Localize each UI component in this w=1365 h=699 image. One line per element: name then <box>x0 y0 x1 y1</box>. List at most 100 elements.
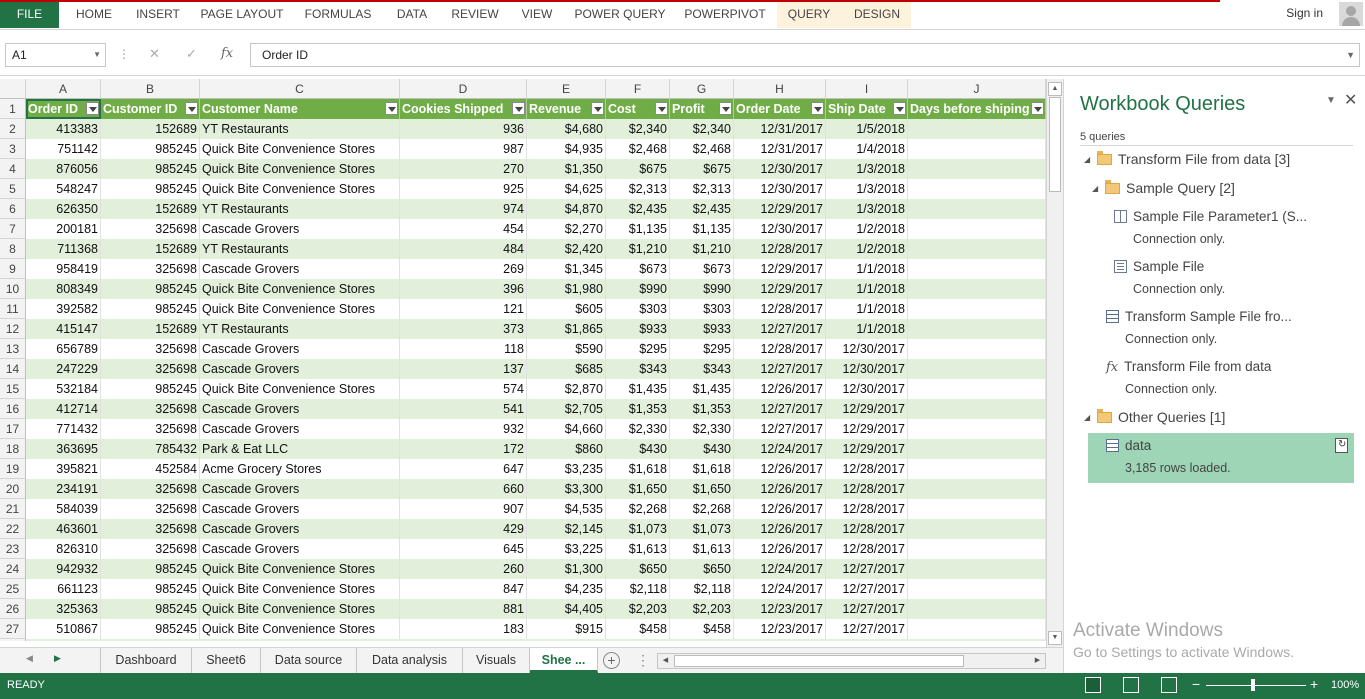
table-cell[interactable]: 12/29/2017 <box>826 419 908 439</box>
table-cell[interactable]: 985245 <box>101 599 200 619</box>
row-header[interactable]: 11 <box>0 299 26 319</box>
table-cell[interactable]: $1,435 <box>606 379 670 399</box>
table-cell[interactable]: Cascade Grovers <box>200 519 400 539</box>
table-cell[interactable] <box>908 559 1046 579</box>
table-cell[interactable]: 974 <box>400 199 527 219</box>
table-header-cell[interactable]: Cookies Shipped <box>400 99 527 119</box>
table-cell[interactable]: $1,073 <box>670 519 734 539</box>
expand-formula-icon[interactable]: ▼ <box>1346 50 1355 60</box>
table-cell[interactable]: 12/26/2017 <box>734 539 826 559</box>
zoom-slider-thumb[interactable] <box>1251 679 1255 691</box>
row-header[interactable]: 26 <box>0 599 26 619</box>
zoom-out-icon[interactable]: − <box>1192 676 1201 692</box>
filter-dropdown-icon[interactable] <box>1031 102 1044 115</box>
table-cell[interactable]: $1,300 <box>527 559 606 579</box>
table-cell[interactable]: 771432 <box>26 419 101 439</box>
table-cell[interactable]: Cascade Grovers <box>200 399 400 419</box>
table-cell[interactable]: 325698 <box>101 479 200 499</box>
table-cell[interactable]: 121 <box>400 299 527 319</box>
table-cell[interactable]: $2,420 <box>527 239 606 259</box>
page-layout-view-icon[interactable] <box>1123 677 1139 693</box>
sheet-tab-visuals[interactable]: Visuals <box>463 648 530 673</box>
tab-page-layout[interactable]: PAGE LAYOUT <box>200 7 284 21</box>
table-cell[interactable]: Acme Grocery Stores <box>200 459 400 479</box>
table-cell[interactable]: $2,435 <box>606 199 670 219</box>
query-transform-sample-file[interactable]: Transform Sample File fro... <box>1106 309 1292 324</box>
table-cell[interactable]: 847 <box>400 579 527 599</box>
row-header[interactable]: 2 <box>0 119 26 139</box>
table-cell[interactable]: $295 <box>670 339 734 359</box>
table-cell[interactable]: $2,340 <box>670 119 734 139</box>
table-cell[interactable]: 876056 <box>26 159 101 179</box>
table-header-cell[interactable]: Order ID <box>26 99 101 119</box>
table-cell[interactable] <box>908 359 1046 379</box>
vertical-scrollbar[interactable]: ▲ ▼ <box>1046 79 1063 647</box>
table-cell[interactable]: 12/31/2017 <box>734 139 826 159</box>
table-header-cell[interactable]: Customer Name <box>200 99 400 119</box>
table-cell[interactable]: $458 <box>606 619 670 639</box>
tab-file[interactable]: FILE <box>0 2 59 28</box>
table-cell[interactable]: 985245 <box>101 159 200 179</box>
tab-query[interactable]: QUERY <box>787 7 831 21</box>
collapse-icon[interactable]: ◢ <box>1084 413 1091 422</box>
row-header[interactable]: 6 <box>0 199 26 219</box>
table-cell[interactable]: $2,330 <box>670 419 734 439</box>
table-cell[interactable]: 412714 <box>26 399 101 419</box>
row-header[interactable]: 4 <box>0 159 26 179</box>
table-cell[interactable]: 325698 <box>101 399 200 419</box>
table-cell[interactable]: $685 <box>527 359 606 379</box>
table-cell[interactable]: 985245 <box>101 139 200 159</box>
tab-power-query[interactable]: POWER QUERY <box>574 7 666 21</box>
table-cell[interactable]: 396 <box>400 279 527 299</box>
table-cell[interactable]: 907 <box>400 499 527 519</box>
tab-insert[interactable]: INSERT <box>136 7 180 21</box>
table-cell[interactable]: 12/27/2017 <box>734 359 826 379</box>
table-cell[interactable]: $1,865 <box>527 319 606 339</box>
table-cell[interactable]: 12/30/2017 <box>734 219 826 239</box>
zoom-in-icon[interactable]: + <box>1310 676 1319 692</box>
table-cell[interactable]: Quick Bite Convenience Stores <box>200 179 400 199</box>
sheet-tab-dashboard[interactable]: Dashboard <box>100 648 192 673</box>
table-cell[interactable]: 484 <box>400 239 527 259</box>
filter-dropdown-icon[interactable] <box>655 102 668 115</box>
table-cell[interactable]: $675 <box>670 159 734 179</box>
table-cell[interactable]: $1,350 <box>527 159 606 179</box>
row-header[interactable]: 9 <box>0 259 26 279</box>
table-cell[interactable]: $990 <box>606 279 670 299</box>
filter-dropdown-icon[interactable] <box>591 102 604 115</box>
table-cell[interactable]: 392582 <box>26 299 101 319</box>
column-header[interactable]: G <box>670 79 734 99</box>
column-header[interactable]: B <box>101 79 200 99</box>
table-cell[interactable]: $2,313 <box>670 179 734 199</box>
table-cell[interactable]: 647 <box>400 459 527 479</box>
row-header[interactable]: 5 <box>0 179 26 199</box>
close-icon[interactable]: ✕ <box>1344 92 1358 109</box>
table-cell[interactable] <box>908 579 1046 599</box>
table-cell[interactable]: $1,618 <box>606 459 670 479</box>
table-cell[interactable]: 325698 <box>101 539 200 559</box>
table-cell[interactable]: $915 <box>527 619 606 639</box>
tab-home[interactable]: HOME <box>76 7 112 21</box>
table-cell[interactable]: $2,118 <box>670 579 734 599</box>
table-cell[interactable]: $1,345 <box>527 259 606 279</box>
column-header[interactable]: H <box>734 79 826 99</box>
table-cell[interactable]: 12/28/2017 <box>826 459 908 479</box>
table-cell[interactable]: $2,330 <box>606 419 670 439</box>
row-header[interactable]: 14 <box>0 359 26 379</box>
filter-dropdown-icon[interactable] <box>86 102 99 115</box>
table-cell[interactable]: $3,300 <box>527 479 606 499</box>
scroll-right-icon[interactable]: ▶ <box>1034 657 1041 664</box>
table-cell[interactable]: $590 <box>527 339 606 359</box>
group-sample-query[interactable]: ◢ Sample Query [2] <box>1092 180 1235 196</box>
table-cell[interactable]: $4,535 <box>527 499 606 519</box>
table-cell[interactable]: 12/26/2017 <box>734 459 826 479</box>
table-cell[interactable]: 1/1/2018 <box>826 299 908 319</box>
table-cell[interactable]: 454 <box>400 219 527 239</box>
table-cell[interactable] <box>908 459 1046 479</box>
table-cell[interactable]: $4,680 <box>527 119 606 139</box>
table-header-cell[interactable]: Revenue <box>527 99 606 119</box>
table-cell[interactable]: Cascade Grovers <box>200 499 400 519</box>
table-cell[interactable]: 985245 <box>101 559 200 579</box>
table-cell[interactable]: 325363 <box>26 599 101 619</box>
table-cell[interactable]: $430 <box>606 439 670 459</box>
